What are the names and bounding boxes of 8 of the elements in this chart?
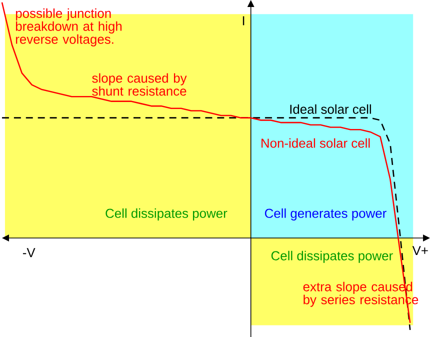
series-label: Non-ideal solar cell	[262, 138, 370, 148]
annotation: Cell generates power	[264, 208, 386, 220]
series-label: Ideal solar cell	[290, 104, 371, 114]
band-label: Cell dissipates power	[271, 250, 393, 263]
y-axis-title: I	[242, 16, 244, 26]
annotation: Cell dissipates power	[106, 208, 228, 220]
annotation: -V	[22, 248, 36, 258]
annotation: slope caused by shunt resistance	[92, 73, 187, 96]
